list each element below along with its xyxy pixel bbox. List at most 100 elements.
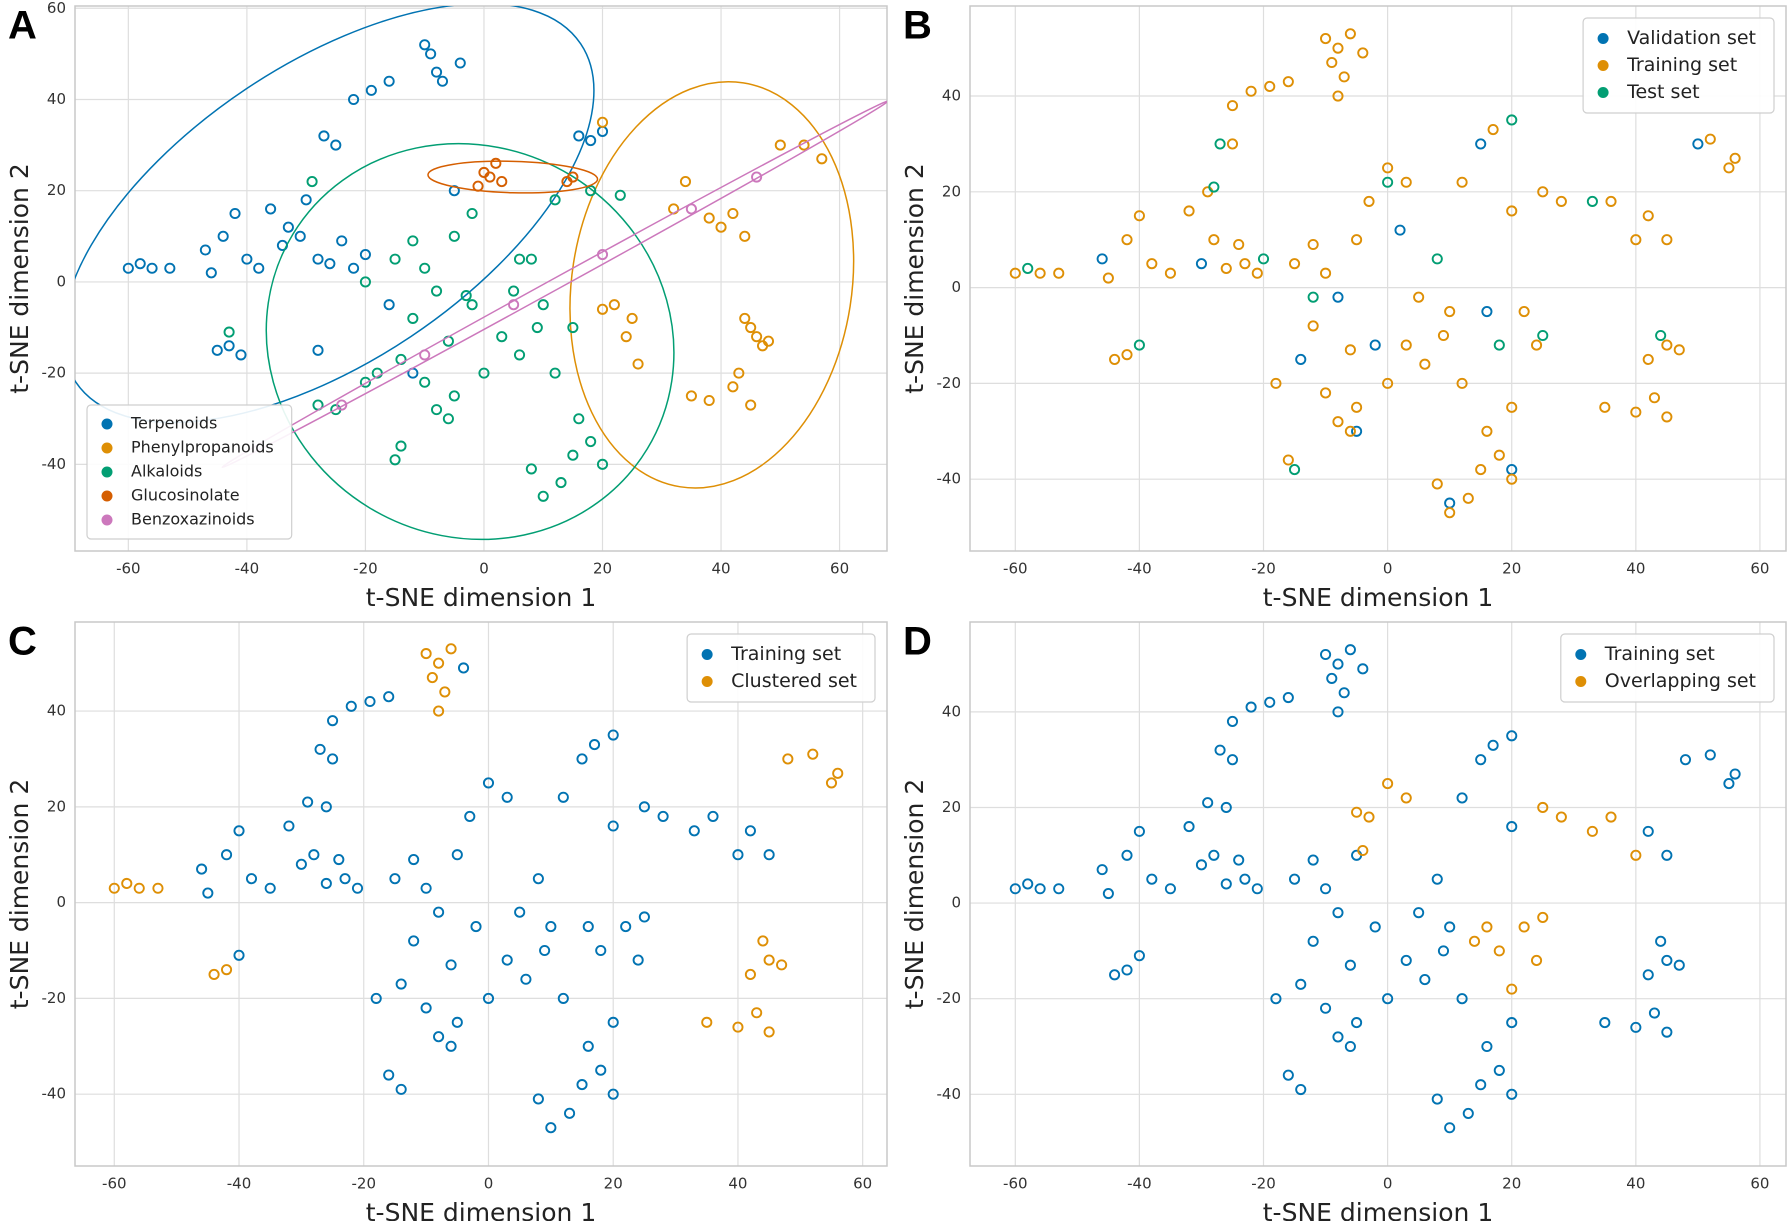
panel-letter: A [8, 4, 37, 48]
point [1288, 873, 1301, 885]
x-tick-label: -20 [353, 560, 378, 578]
point [482, 777, 495, 789]
point [1307, 320, 1319, 332]
point [448, 230, 460, 242]
point [564, 1107, 576, 1119]
point [451, 849, 463, 861]
point [1537, 329, 1549, 342]
point [632, 954, 644, 966]
point [1431, 873, 1443, 885]
point [1022, 878, 1034, 890]
x-tick-label: 20 [1502, 560, 1521, 578]
point [608, 299, 620, 311]
point [205, 267, 217, 279]
point [1357, 47, 1369, 59]
point [1493, 339, 1505, 351]
point [1648, 392, 1660, 404]
point [532, 873, 544, 885]
point [1642, 353, 1654, 365]
point [282, 221, 294, 233]
panel: -60 -40 -20 0 20 40 60 -40 -20 0 20 40 t-SNE dimensi… [5, 620, 888, 1221]
point [1121, 349, 1133, 361]
point [1506, 1017, 1518, 1029]
y-tick-label: 40 [47, 702, 66, 720]
point [330, 139, 342, 151]
point [1295, 353, 1307, 365]
y-tick-label: -20 [42, 364, 67, 382]
point [1282, 1069, 1294, 1081]
point [253, 262, 265, 274]
point [1270, 377, 1282, 389]
point [751, 1007, 763, 1019]
legend-marker [1575, 649, 1587, 660]
point [320, 877, 332, 890]
point [1344, 344, 1356, 356]
point [763, 849, 775, 861]
x-tick-label: -40 [235, 560, 260, 578]
point [1475, 138, 1487, 150]
y-tick-label: 40 [47, 90, 66, 108]
legend-label: Overlapping set [1605, 670, 1756, 692]
point [395, 1083, 407, 1095]
point [782, 753, 794, 765]
point [472, 180, 484, 192]
point [1382, 993, 1394, 1005]
point [199, 244, 211, 256]
x-tick-label: -20 [1251, 560, 1276, 578]
panel: -60 -40 -20 0 20 40 60 -40 -20 0 20 40 t-SNE dimensi… [900, 4, 1787, 612]
point [1642, 210, 1654, 222]
point [1320, 883, 1332, 895]
point [532, 1093, 544, 1105]
y-axis-label: t-SNE dimension 2 [900, 779, 929, 1010]
point [751, 331, 763, 343]
point [1357, 663, 1369, 675]
legend-label: Training set [730, 643, 841, 665]
x-axis-label: t-SNE dimension 1 [366, 1198, 597, 1221]
point [312, 344, 324, 356]
point [1270, 993, 1282, 1005]
point [1506, 821, 1518, 833]
point [1506, 114, 1518, 126]
point [576, 753, 588, 765]
point [588, 739, 601, 751]
point [1344, 1040, 1356, 1053]
point [620, 331, 632, 343]
point [1704, 133, 1716, 145]
point [1487, 124, 1499, 136]
point [1655, 935, 1667, 947]
point [1307, 935, 1319, 947]
point [496, 176, 508, 188]
point [1518, 305, 1530, 318]
point [1121, 849, 1133, 861]
point [395, 978, 407, 990]
point [451, 1016, 463, 1028]
point [430, 285, 443, 297]
point [490, 157, 502, 169]
point [1288, 258, 1301, 270]
point [573, 413, 585, 425]
legend-marker [701, 649, 713, 660]
legend-label: Training set [1604, 643, 1715, 665]
point [478, 367, 490, 379]
point [1661, 234, 1673, 246]
point [573, 130, 585, 142]
point [1475, 464, 1487, 476]
point [122, 262, 134, 274]
point [1326, 672, 1338, 684]
point [1456, 792, 1468, 804]
point [320, 801, 332, 813]
point [1195, 859, 1208, 871]
point [727, 381, 739, 393]
y-tick-label: 0 [951, 278, 961, 296]
point [433, 906, 445, 918]
point [1444, 305, 1456, 318]
point [1456, 993, 1468, 1005]
point [555, 477, 567, 489]
point [1053, 883, 1065, 895]
point [283, 820, 295, 832]
point [1419, 358, 1431, 370]
point [302, 796, 314, 808]
point [745, 399, 757, 411]
point [419, 376, 431, 388]
point [607, 729, 619, 741]
